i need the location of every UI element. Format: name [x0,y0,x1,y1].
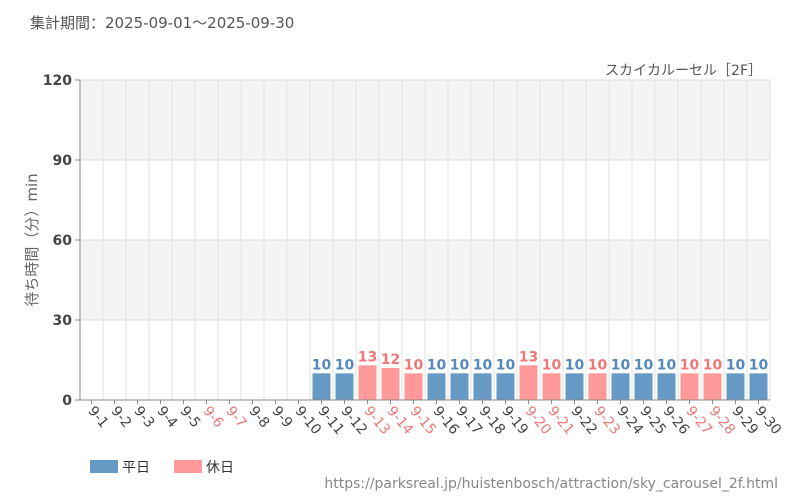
x-tick-labels: 9-19-29-39-49-59-69-79-89-99-109-119-129… [84,403,784,438]
value-label-9-22: 10 [565,357,585,373]
value-label-9-24: 10 [611,357,631,373]
x-tick-label-9-8: 9-8 [245,403,272,431]
bar-9-18 [473,373,492,400]
value-label-9-29: 10 [726,357,746,373]
bar-9-20 [519,365,538,400]
bar-9-14 [381,368,400,400]
value-label-9-21: 10 [542,357,562,373]
bar-9-23 [588,373,607,400]
bar-9-26 [657,373,676,400]
legend-label-weekday: 平日 [122,460,150,476]
period-label: 集計期間：2025-09-01〜2025-09-30 [30,14,294,32]
legend-label-holiday: 休日 [206,460,234,476]
x-tick-label-9-5: 9-5 [176,403,203,431]
value-label-9-13: 13 [358,349,377,365]
x-tick-label-9-4: 9-4 [153,403,180,431]
x-tick-label-9-3: 9-3 [130,403,157,431]
value-label-9-17: 10 [450,357,470,373]
bar-9-27 [680,373,699,400]
x-tick-label-9-9: 9-9 [268,403,295,431]
value-label-9-11: 10 [312,357,332,373]
value-labels: 10 10 13 12 10 10 10 10 10 13 10 10 10 10 10 10 10 10 10 10 [312,349,769,373]
value-label-9-25: 10 [634,357,654,373]
chart-subtitle: スカイカルーセル［2F］ [605,63,762,79]
legend: 平日 休日 [90,460,234,476]
bar-9-29 [726,373,745,400]
bar-9-22 [565,373,584,400]
bar-9-21 [542,373,561,400]
value-label-9-15: 10 [404,357,424,373]
value-label-9-14: 12 [381,352,400,368]
bar-9-30 [749,373,768,400]
bar-9-13 [358,365,377,400]
y-tick-labels: 0 30 60 90 120 [43,73,72,409]
bar-9-17 [450,373,469,400]
y-tick-label: 90 [53,153,73,169]
value-label-9-23: 10 [588,357,608,373]
axes [75,79,770,404]
value-label-9-26: 10 [657,357,677,373]
x-tick-label-9-1: 9-1 [84,403,111,431]
value-label-9-27: 10 [680,357,700,373]
value-label-9-30: 10 [749,357,769,373]
y-tick-label: 30 [53,313,73,329]
y-tick-label: 120 [43,73,72,89]
value-label-9-12: 10 [335,357,355,373]
source-url: https://parksreal.jp/huistenbosch/attrac… [324,476,778,492]
bar-9-12 [335,373,354,400]
bar-9-28 [703,373,722,400]
value-label-9-28: 10 [703,357,723,373]
value-label-9-19: 10 [496,357,516,373]
bar-9-24 [611,373,630,400]
x-tick-label-9-6: 9-6 [199,403,226,431]
bar-9-11 [312,373,331,400]
legend-swatch-holiday [174,460,202,473]
bar-9-25 [634,373,653,400]
bars [312,365,768,400]
bar-9-19 [496,373,515,400]
x-tick-label-9-2: 9-2 [107,403,134,431]
legend-swatch-weekday [90,460,118,473]
y-axis-label: 待ち時間（分）min [23,173,41,306]
y-tick-label: 0 [62,393,72,409]
x-tick-label-9-7: 9-7 [222,403,249,431]
value-label-9-18: 10 [473,357,493,373]
value-label-9-16: 10 [427,357,447,373]
bar-9-15 [404,373,423,400]
value-label-9-20: 13 [519,349,538,365]
bar-9-16 [427,373,446,400]
y-tick-label: 60 [53,233,73,249]
